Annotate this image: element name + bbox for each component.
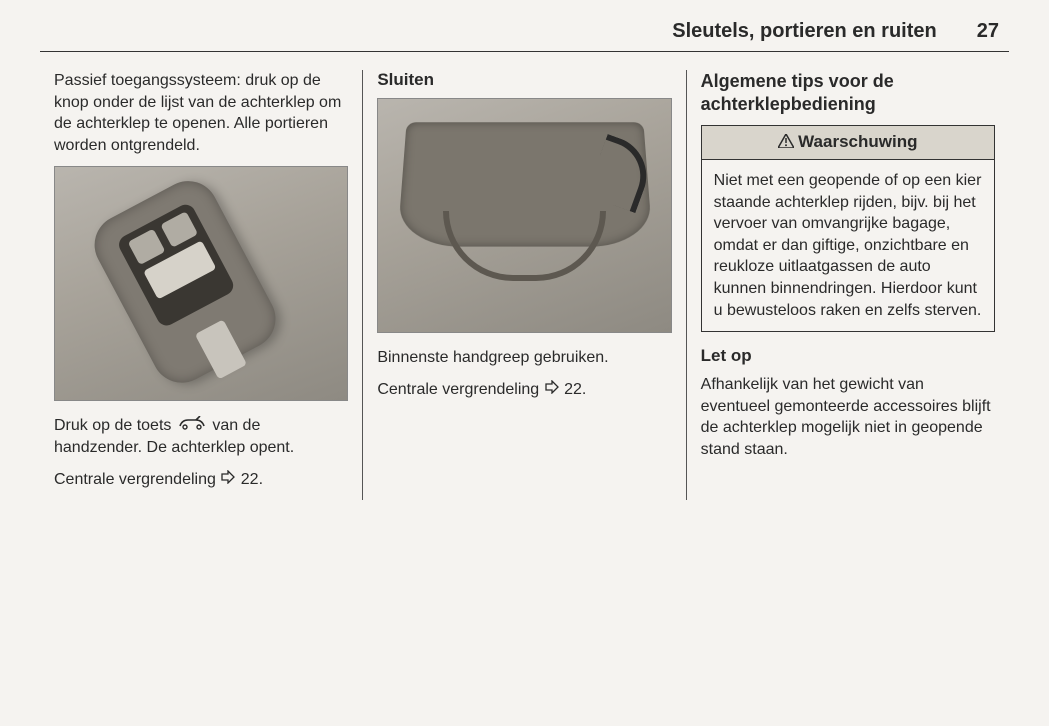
reference-icon [545,379,559,401]
col1-p3a: Centrale vergrendeling [54,471,216,488]
col2-para2: Centrale vergrendeling 22. [377,379,671,401]
reference-icon [221,469,235,491]
columns: Passief toegangssysteem: druk op de knop… [40,70,1009,500]
keyfob-image [54,166,348,401]
col1-para3: Centrale vergrendeling 22. [54,469,348,491]
col1-p2a: Druk op de toets [54,417,171,434]
col2-p2b: 22. [564,381,586,398]
tailgate-image [377,98,671,333]
note-heading: Let op [701,346,995,366]
warning-header: Waarschuwing [702,126,994,160]
warning-box: Waarschuwing Niet met een geopende of op… [701,125,995,332]
column-3: Algemene tips voor de achterklepbedienin… [686,70,1009,500]
col1-para2: Druk op de toets van de handzender. De a… [54,415,348,458]
page-title: Sleutels, portieren en ruiten [672,20,937,43]
column-2: Sluiten Binnenste handgreep gebruiken. C… [362,70,685,500]
col3-heading: Algemene tips voor de achterklepbedienin… [701,70,995,115]
col2-heading: Sluiten [377,70,671,90]
keyfob-shape [84,170,285,392]
warning-body: Niet met een geopende of op een kier sta… [702,160,994,331]
column-1: Passief toegangssysteem: druk op de knop… [40,70,362,500]
warning-label: Waarschuwing [798,132,917,151]
col1-p3b: 22. [241,471,263,488]
col1-para1: Passief toegangssysteem: druk op de knop… [54,70,348,156]
col2-p2a: Centrale vergrendeling [377,381,539,398]
car-open-icon [178,415,206,437]
note-body: Afhankelijk van het gewicht van eventuee… [701,374,995,460]
col2-para1: Binnenste handgreep gebruiken. [377,347,671,369]
warning-triangle-icon [778,133,794,153]
handle-shape [443,211,607,281]
page-header: Sleutels, portieren en ruiten 27 [40,20,1009,52]
page-number: 27 [977,20,999,43]
